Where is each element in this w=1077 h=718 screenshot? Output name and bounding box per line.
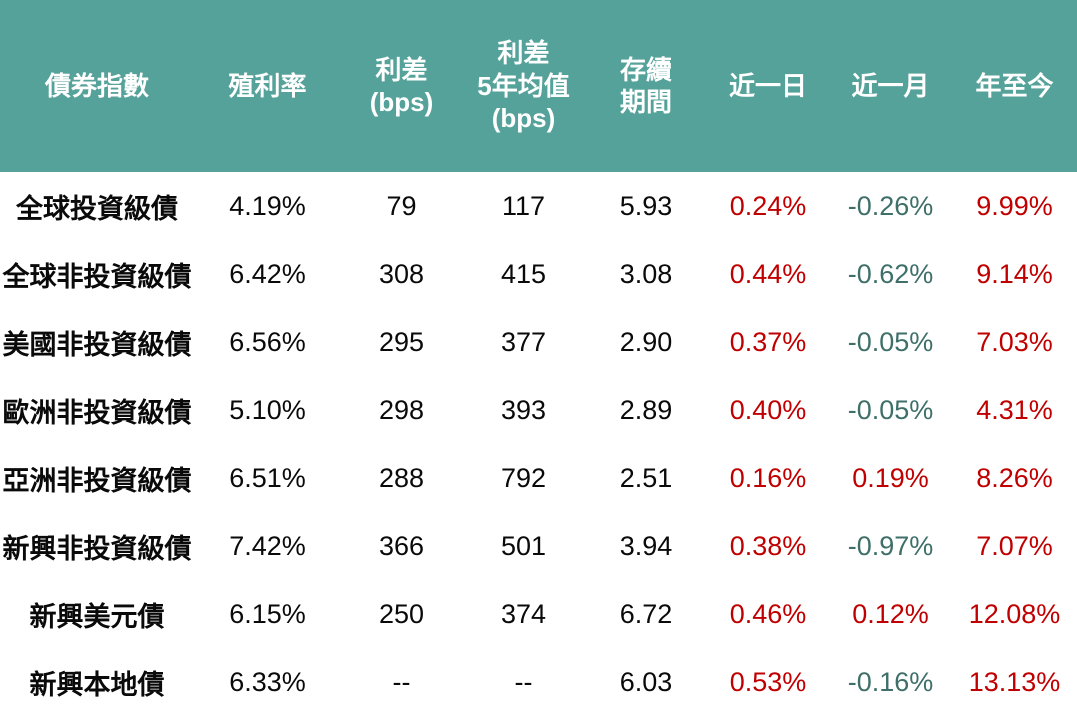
spread-cell: 308 [378, 258, 425, 289]
spread-5y-avg-cell: 393 [500, 394, 547, 425]
column-header-change-1m: 近一月 [829, 0, 952, 172]
spread-cell: 298 [378, 394, 425, 425]
duration-cell: 6.03 [619, 666, 673, 697]
column-header-ytd: 年至今 [952, 0, 1077, 172]
table-row: 新興本地債 6.33% -- -- 6.03 0.53% -0.16% 13.1… [0, 648, 1077, 716]
yield-cell: 6.56% [229, 326, 306, 357]
header-row: 債券指數 殖利率 利差 (bps) 利差 5年均值 (bps) 存續 期間 近一… [0, 0, 1077, 172]
change-1m-cell: -0.16% [847, 666, 934, 697]
index-name-cell: 美國非投資級債 [2, 329, 192, 360]
duration-cell: 2.51 [619, 462, 673, 493]
spread-5y-avg-cell: 377 [500, 326, 547, 357]
spread-cell: 288 [378, 462, 425, 493]
ytd-cell: 9.14% [976, 258, 1053, 289]
column-header-yield: 殖利率 [194, 0, 341, 172]
spread-cell: 295 [378, 326, 425, 357]
ytd-cell: 8.26% [976, 462, 1053, 493]
spread-5y-avg-cell: 374 [500, 598, 547, 629]
index-name-cell: 新興美元債 [29, 601, 165, 632]
table-row: 亞洲非投資級債 6.51% 288 792 2.51 0.16% 0.19% 8… [0, 444, 1077, 512]
duration-cell: 2.90 [619, 326, 673, 357]
yield-cell: 4.19% [229, 190, 306, 221]
change-1d-cell: 0.53% [729, 666, 807, 697]
change-1m-cell: 0.12% [852, 598, 929, 629]
spread-5y-avg-cell: 792 [500, 462, 547, 493]
duration-cell: 2.89 [619, 394, 673, 425]
index-name-cell: 全球投資級債 [16, 193, 178, 224]
spread-cell: 79 [386, 190, 417, 221]
yield-cell: 6.33% [229, 666, 306, 697]
change-1m-cell: -0.62% [847, 258, 934, 289]
index-name-cell: 歐洲非投資級債 [2, 397, 192, 428]
table-row: 全球非投資級債 6.42% 308 415 3.08 0.44% -0.62% … [0, 240, 1077, 308]
change-1d-cell: 0.16% [729, 462, 807, 493]
ytd-cell: 7.03% [976, 326, 1053, 357]
spread-cell: 366 [378, 530, 425, 561]
table-row: 新興美元債 6.15% 250 374 6.72 0.46% 0.12% 12.… [0, 580, 1077, 648]
spread-cell: -- [392, 666, 411, 697]
spread-5y-avg-cell: 415 [500, 258, 547, 289]
table-header: 債券指數 殖利率 利差 (bps) 利差 5年均值 (bps) 存續 期間 近一… [0, 0, 1077, 172]
duration-cell: 3.08 [619, 258, 673, 289]
yield-cell: 5.10% [229, 394, 306, 425]
table-row: 全球投資級債 4.19% 79 117 5.93 0.24% -0.26% 9.… [0, 172, 1077, 240]
change-1m-cell: -0.05% [847, 326, 934, 357]
column-header-index: 債券指數 [0, 0, 194, 172]
table-row: 歐洲非投資級債 5.10% 298 393 2.89 0.40% -0.05% … [0, 376, 1077, 444]
change-1d-cell: 0.37% [729, 326, 807, 357]
index-name-cell: 新興本地債 [29, 669, 165, 700]
ytd-cell: 7.07% [976, 530, 1053, 561]
ytd-cell: 12.08% [968, 598, 1061, 629]
ytd-cell: 4.31% [976, 394, 1053, 425]
change-1m-cell: -0.97% [847, 530, 934, 561]
change-1d-cell: 0.40% [729, 394, 807, 425]
change-1d-cell: 0.44% [729, 258, 807, 289]
duration-cell: 3.94 [619, 530, 673, 561]
change-1m-cell: -0.05% [847, 394, 934, 425]
spread-cell: 250 [378, 598, 425, 629]
table-body: 全球投資級債 4.19% 79 117 5.93 0.24% -0.26% 9.… [0, 172, 1077, 716]
spread-5y-avg-cell: -- [514, 666, 533, 697]
column-header-spread-5y-avg: 利差 5年均值 (bps) [462, 0, 585, 172]
index-name-cell: 亞洲非投資級債 [2, 465, 192, 496]
yield-cell: 6.42% [229, 258, 306, 289]
duration-cell: 5.93 [619, 190, 673, 221]
table-row: 新興非投資級債 7.42% 366 501 3.94 0.38% -0.97% … [0, 512, 1077, 580]
yield-cell: 7.42% [229, 530, 306, 561]
column-header-spread: 利差 (bps) [341, 0, 462, 172]
index-name-cell: 新興非投資級債 [2, 533, 192, 564]
yield-cell: 6.51% [229, 462, 306, 493]
index-name-cell: 全球非投資級債 [2, 261, 192, 292]
change-1m-cell: -0.26% [847, 190, 934, 221]
change-1m-cell: 0.19% [852, 462, 929, 493]
ytd-cell: 9.99% [976, 190, 1053, 221]
ytd-cell: 13.13% [968, 666, 1061, 697]
yield-cell: 6.15% [229, 598, 306, 629]
duration-cell: 6.72 [619, 598, 673, 629]
change-1d-cell: 0.38% [729, 530, 807, 561]
spread-5y-avg-cell: 501 [500, 530, 547, 561]
change-1d-cell: 0.46% [729, 598, 807, 629]
spread-5y-avg-cell: 117 [501, 190, 546, 221]
change-1d-cell: 0.24% [729, 190, 807, 221]
column-header-change-1d: 近一日 [707, 0, 829, 172]
table-row: 美國非投資級債 6.56% 295 377 2.90 0.37% -0.05% … [0, 308, 1077, 376]
column-header-duration: 存續 期間 [585, 0, 707, 172]
